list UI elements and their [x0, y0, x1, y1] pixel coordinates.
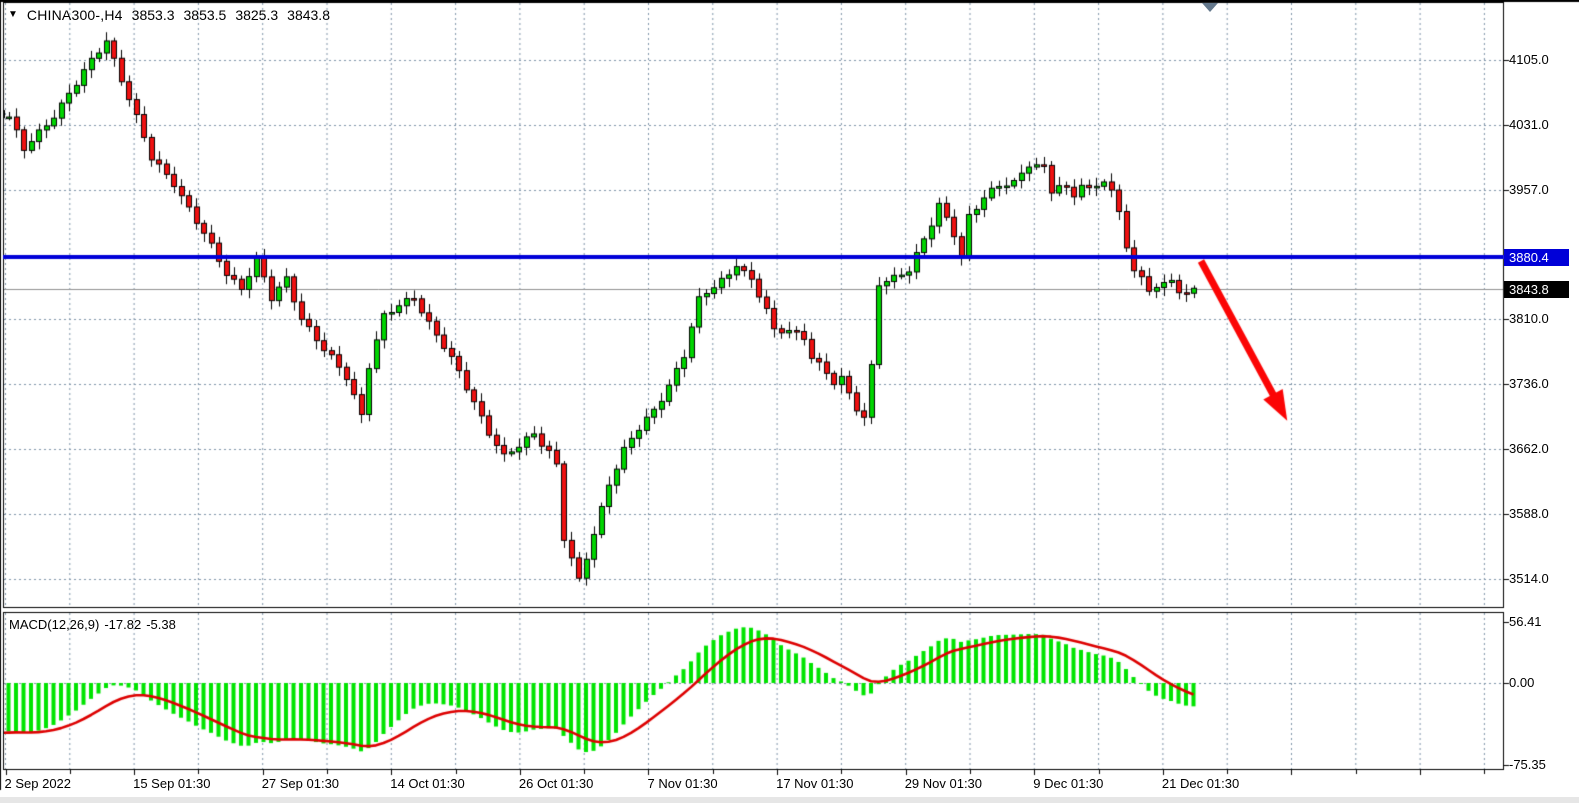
macd-value: -17.82 [104, 617, 142, 632]
ohlc-open: 3853.3 [131, 7, 175, 23]
ohlc-low: 3825.3 [235, 7, 279, 23]
price-axis-label: 4105.0 [1509, 52, 1549, 67]
time-axis-label: 26 Oct 01:30 [518, 776, 594, 791]
time-axis-label: 29 Nov 01:30 [904, 776, 983, 791]
macd-indicator-name: MACD(12,26,9) [9, 617, 100, 632]
price-axis-label: 3736.0 [1509, 375, 1549, 391]
time-axis-label: 14 Oct 01:30 [390, 776, 465, 791]
time-axis-label: 27 Sep 01:30 [261, 776, 340, 791]
price-axis-label: 3588.0 [1509, 505, 1549, 521]
macd-signal-value: -5.38 [146, 617, 176, 632]
price-axis-label: 3662.0 [1509, 440, 1549, 456]
time-axis-label: 17 Nov 01:30 [776, 776, 854, 791]
macd-label: MACD(12,26,9) -17.82 -5.38 [9, 617, 176, 632]
price-axis-label: 4031.0 [1509, 116, 1549, 132]
chart-shift-marker-icon[interactable] [1202, 3, 1218, 12]
price-axis-label: 3957.0 [1509, 181, 1549, 197]
time-axis-label: 9 Dec 01:30 [1033, 776, 1104, 791]
current-price-badge: 3843.8 [1504, 280, 1569, 298]
symbol-timeframe: CHINA300-,H4 [26, 7, 123, 23]
time-axis-label: 7 Nov 01:30 [647, 776, 718, 791]
chart-header: ▼ CHINA300-,H4 3853.3 3853.5 3825.3 3843… [8, 7, 330, 23]
window-bottom-edge [0, 797, 1579, 803]
ohlc-high: 3853.5 [183, 7, 227, 23]
ohlc-close: 3843.8 [287, 7, 330, 23]
price-axis-label: 3514.0 [1509, 570, 1549, 586]
time-axis-label: 15 Sep 01:30 [133, 776, 211, 791]
price-axis-label: 3810.0 [1509, 310, 1549, 326]
macd-axis-label: 0.00 [1509, 675, 1535, 690]
time-axis-label: 21 Dec 01:30 [1161, 776, 1240, 791]
symbol-marker-icon: ▼ [8, 8, 18, 20]
time-axis-label: 2 Sep 2022 [4, 776, 72, 791]
macd-axis-label: 56.41 [1509, 613, 1542, 629]
macd-axis-label: -75.35 [1509, 756, 1546, 772]
line-price-badge: 3880.4 [1504, 248, 1569, 266]
